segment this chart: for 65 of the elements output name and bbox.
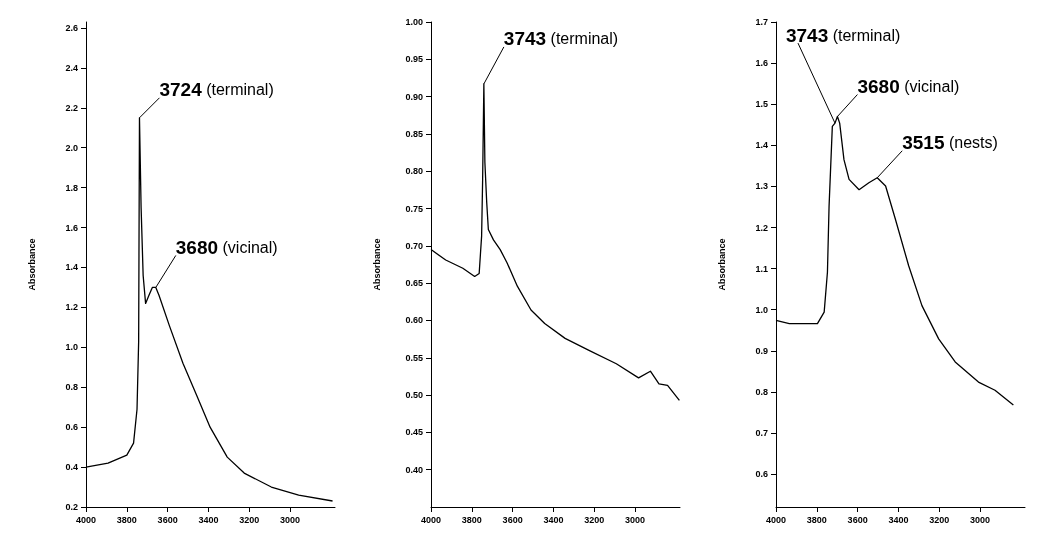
x-tick-label: 3400 [888, 514, 909, 525]
y-tick-label: 1.0 [755, 304, 768, 315]
x-tick-label: 3800 [461, 514, 482, 525]
y-axis-title: Absorbance [371, 238, 382, 291]
y-tick-label: 0.70 [405, 240, 423, 251]
x-tick-label: 3000 [970, 514, 991, 525]
annotation: 3680 (vicinal) [175, 236, 278, 258]
y-tick-label: 1.6 [755, 58, 768, 69]
y-tick-label: 1.4 [65, 262, 78, 273]
y-tick-label: 0.8 [755, 386, 768, 397]
y-tick-label: 0.85 [405, 128, 423, 139]
y-tick-label: 0.40 [405, 464, 423, 475]
y-tick-label: 2.0 [65, 142, 78, 153]
y-tick-label: 1.0 [65, 342, 78, 353]
y-tick-label: 0.95 [405, 54, 423, 65]
y-tick-label: 1.2 [755, 222, 768, 233]
y-tick-label: 1.1 [755, 263, 768, 274]
y-tick-label: 0.2 [65, 502, 78, 512]
annotation: 3743 (terminal) [785, 24, 901, 46]
y-tick-label: 1.2 [65, 302, 78, 313]
x-tick-label: 3400 [543, 514, 564, 525]
y-axis-title: Absorbance [26, 238, 37, 291]
y-tick-label: 0.9 [755, 345, 768, 356]
y-tick-label: 0.6 [65, 422, 78, 433]
y-tick-label: 0.60 [405, 315, 423, 326]
y-tick-label: 0.90 [405, 91, 423, 102]
x-tick-label: 3200 [929, 514, 950, 525]
y-tick-label: 0.6 [755, 469, 768, 480]
y-tick-label: 0.8 [65, 382, 78, 393]
x-tick-label: 4000 [765, 514, 787, 525]
annotation: 3743 (terminal) [503, 28, 619, 50]
y-tick-label: 0.80 [405, 166, 423, 177]
y-tick-label: 0.75 [405, 203, 423, 214]
y-tick-label: 1.00 [405, 17, 423, 27]
x-tick-label: 3600 [502, 514, 523, 525]
annotation: 3680 (vicinal) [857, 76, 960, 98]
y-tick-label: 0.55 [405, 352, 423, 363]
x-tick-label: 3000 [280, 514, 301, 525]
y-tick-label: 1.5 [755, 99, 768, 110]
x-tick-label: 3400 [198, 514, 219, 525]
y-tick-label: 0.50 [405, 390, 423, 401]
annotation: 3724 (terminal) [159, 79, 274, 101]
x-tick-label: 4000 [420, 514, 442, 525]
y-tick-label: 0.65 [405, 278, 423, 289]
y-tick-label: 2.2 [65, 102, 78, 113]
y-tick-label: 2.6 [65, 22, 78, 33]
y-tick-label: 1.6 [65, 222, 78, 233]
x-tick-label: 3000 [625, 514, 646, 525]
x-tick-label: 4000 [75, 514, 97, 525]
x-tick-label: 3800 [116, 514, 137, 525]
y-tick-label: 1.3 [755, 181, 768, 192]
x-tick-label: 3200 [584, 514, 605, 525]
x-tick-label: 3600 [847, 514, 868, 525]
x-tick-label: 3600 [157, 514, 178, 525]
x-tick-label: 3800 [806, 514, 827, 525]
annotation: 3515 (nests) [902, 132, 998, 154]
y-tick-label: 0.4 [65, 462, 78, 473]
y-axis-title: Absorbance [716, 238, 727, 291]
y-tick-label: 1.8 [65, 182, 78, 193]
x-tick-label: 3200 [239, 514, 260, 525]
y-tick-label: 0.7 [755, 428, 768, 439]
y-tick-label: 1.4 [755, 140, 768, 151]
y-tick-label: 0.45 [405, 427, 423, 438]
y-tick-label: 2.4 [65, 62, 78, 73]
y-tick-label: 1.7 [755, 17, 768, 27]
